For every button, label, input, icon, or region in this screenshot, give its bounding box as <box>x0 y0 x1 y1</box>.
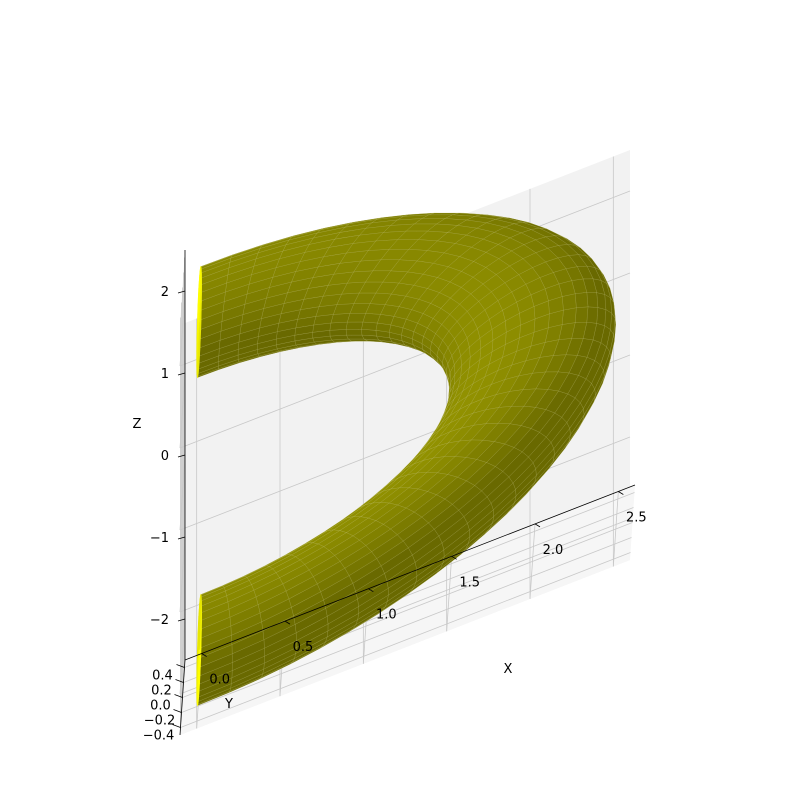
torus-facet <box>575 307 588 323</box>
z-tick-label: 2 <box>161 285 169 300</box>
x-tick-label: 2.0 <box>543 543 564 558</box>
x-tick-label: 0.0 <box>209 673 230 688</box>
y-tick-label: 0.4 <box>152 669 173 684</box>
z-axis-label: Z <box>133 417 142 432</box>
x-tick-label: 0.5 <box>293 640 314 655</box>
z-tick-label: −1 <box>150 531 169 546</box>
torus-facet <box>575 292 588 307</box>
x-axis-label: X <box>504 662 513 677</box>
torus-facet <box>346 335 364 339</box>
torus-facet <box>347 313 365 322</box>
torus-facet <box>562 308 576 325</box>
z-tick-label: 1 <box>161 367 169 382</box>
torus-facet <box>362 322 378 330</box>
torus-facet <box>362 329 377 336</box>
x-tick-label: 2.5 <box>626 510 647 525</box>
torus-facet <box>587 292 598 307</box>
x-tick-label: 1.5 <box>459 575 480 590</box>
torus-facet <box>346 322 363 329</box>
y-axis-label: Y <box>224 697 233 712</box>
torus-facet <box>597 308 606 326</box>
torus-facet <box>330 329 347 336</box>
torus-facet <box>331 313 350 323</box>
torus-facet <box>597 293 606 310</box>
z-tick-label: 0 <box>161 449 169 464</box>
torus-facet <box>330 322 348 330</box>
z-tick-label: −2 <box>150 613 169 628</box>
torus-facet <box>363 313 381 323</box>
torus-facet <box>346 329 362 335</box>
y-tick-label: −0.2 <box>144 714 176 729</box>
x-tick-label: 1.0 <box>376 608 397 623</box>
y-tick-label: 0.2 <box>151 684 172 699</box>
y-tick-label: 0.0 <box>150 699 171 714</box>
torus-facet <box>587 307 598 324</box>
y-tick-label: −0.4 <box>143 729 175 744</box>
